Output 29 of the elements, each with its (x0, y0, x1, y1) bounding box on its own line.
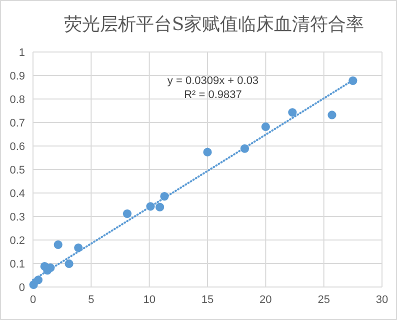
point (64, 259, 74, 268)
point (203, 148, 212, 156)
y-tick-label: 0.7 (10, 118, 25, 130)
point (328, 110, 336, 120)
x-tick-label: 15 (201, 294, 214, 306)
point (54, 240, 62, 249)
x-tick-label: 5 (88, 294, 94, 306)
point (288, 108, 297, 117)
point (156, 202, 164, 212)
y-tick-label: 0.2 (10, 235, 25, 247)
y-tick-label: 0 (18, 282, 25, 294)
y-tick-label: 0.6 (10, 141, 25, 153)
x-tick-label: 10 (143, 294, 156, 306)
title: 荧光层析平台S家赋值临床血清符合率 (64, 14, 364, 35)
x-tick-label: 20 (260, 294, 272, 306)
y-tick-label: 0.1 (10, 258, 25, 270)
x-tick-label: 0 (30, 294, 36, 306)
x-tick-label: 30 (376, 294, 388, 306)
x-tick-label: 25 (318, 294, 330, 306)
annotation: y = 0.0309x + 0.03 (167, 75, 259, 87)
y-tick-label: 1 (18, 47, 25, 59)
y-tick-label: 0.4 (10, 188, 25, 200)
y-tick-label: 0.9 (10, 70, 25, 82)
y-tick-label: 0.3 (10, 212, 25, 224)
annotation: R² = 0.9837 (184, 89, 242, 101)
y-tick-label: 0.8 (10, 94, 25, 106)
point (261, 122, 270, 132)
y-tick-label: 0.5 (10, 164, 25, 176)
point (122, 209, 132, 218)
